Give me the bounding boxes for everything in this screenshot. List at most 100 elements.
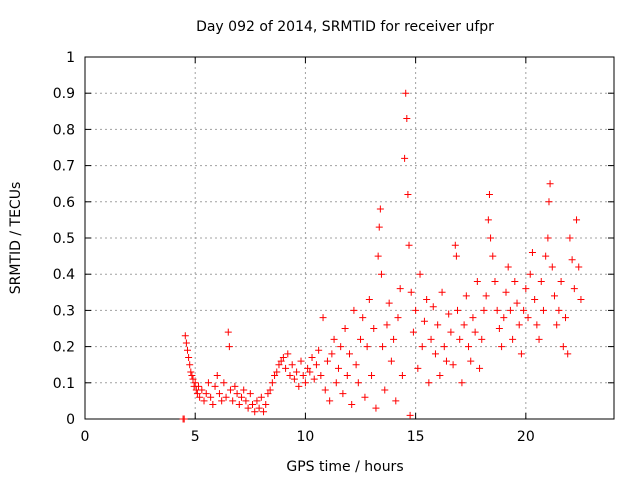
data-point xyxy=(352,361,360,369)
data-point xyxy=(368,372,376,380)
data-point xyxy=(522,285,530,293)
data-point xyxy=(480,306,488,314)
data-point xyxy=(524,314,532,322)
data-point xyxy=(317,372,325,380)
data-point xyxy=(485,191,493,199)
data-point xyxy=(290,375,298,383)
data-point xyxy=(363,343,371,351)
data-point xyxy=(546,180,554,188)
axis-ticks xyxy=(84,56,614,420)
data-point xyxy=(301,379,309,387)
data-point xyxy=(332,379,340,387)
data-point xyxy=(498,343,506,351)
data-point xyxy=(196,393,204,401)
data-point xyxy=(390,335,398,343)
data-point xyxy=(506,306,514,314)
data-point xyxy=(359,314,367,322)
data-point xyxy=(308,353,316,361)
data-point xyxy=(207,393,215,401)
x-tick-labels: 0 5 10 15 20 xyxy=(81,429,535,445)
data-point xyxy=(288,361,296,369)
data-point xyxy=(343,372,351,380)
data-point xyxy=(564,350,572,358)
data-point xyxy=(226,386,234,394)
y-tick-label: 0.7 xyxy=(53,159,75,175)
data-point xyxy=(553,321,561,329)
data-point xyxy=(182,339,190,347)
data-point xyxy=(224,328,232,336)
data-point xyxy=(493,306,501,314)
data-point xyxy=(504,263,512,271)
x-tick-label: 10 xyxy=(297,429,315,445)
data-point xyxy=(398,372,406,380)
data-point xyxy=(509,335,517,343)
y-tick-label: 0.9 xyxy=(53,86,75,102)
data-point xyxy=(350,306,358,314)
data-point xyxy=(346,350,353,358)
data-point xyxy=(539,306,547,314)
x-tick-label: 20 xyxy=(517,429,535,445)
y-tick-label: 0.2 xyxy=(53,340,75,356)
data-point xyxy=(312,361,320,369)
data-point xyxy=(204,379,212,387)
data-point xyxy=(273,368,281,376)
data-point xyxy=(233,390,241,398)
data-point xyxy=(515,321,523,329)
data-point xyxy=(460,321,468,329)
data-point xyxy=(495,325,503,332)
y-tick-label: 0 xyxy=(66,412,75,428)
data-point xyxy=(240,386,248,394)
data-point xyxy=(559,343,567,351)
data-point xyxy=(275,361,283,369)
data-point xyxy=(570,285,578,293)
data-point xyxy=(334,364,342,372)
data-point xyxy=(375,223,383,231)
data-point xyxy=(260,408,268,416)
data-point xyxy=(181,332,189,340)
data-point xyxy=(187,368,195,376)
data-point xyxy=(537,277,545,285)
data-point xyxy=(471,328,479,336)
data-point xyxy=(513,299,521,307)
data-point xyxy=(402,89,410,97)
y-tick-label: 0.3 xyxy=(53,303,75,319)
data-point xyxy=(520,306,528,314)
data-point xyxy=(266,386,274,394)
data-point xyxy=(220,379,228,387)
data-point xyxy=(180,415,188,423)
data-point xyxy=(348,401,356,409)
data-point xyxy=(339,390,347,398)
data-point xyxy=(315,346,323,354)
x-tick-label: 0 xyxy=(81,429,90,445)
data-point xyxy=(195,382,203,390)
data-point xyxy=(383,321,391,329)
x-tick-label: 15 xyxy=(407,429,425,445)
data-point xyxy=(268,379,276,387)
data-point xyxy=(304,364,312,372)
data-point xyxy=(225,343,233,351)
data-point xyxy=(427,335,435,343)
data-point xyxy=(215,390,223,398)
data-point xyxy=(573,216,581,224)
data-point xyxy=(467,357,475,365)
data-point xyxy=(209,401,217,409)
data-point xyxy=(231,382,239,390)
data-point xyxy=(491,277,499,285)
data-point xyxy=(286,372,294,380)
data-point xyxy=(489,252,497,260)
data-point xyxy=(420,317,428,325)
data-point xyxy=(186,361,194,369)
data-point xyxy=(434,321,442,329)
data-point xyxy=(500,314,508,322)
data-point xyxy=(189,375,197,383)
data-point xyxy=(330,335,338,343)
data-point xyxy=(374,252,382,260)
data-point xyxy=(376,205,384,213)
data-point xyxy=(445,310,453,318)
data-point xyxy=(326,397,334,405)
data-point xyxy=(401,154,409,162)
data-point xyxy=(306,368,314,376)
data-point xyxy=(545,198,553,206)
data-point xyxy=(202,390,210,398)
